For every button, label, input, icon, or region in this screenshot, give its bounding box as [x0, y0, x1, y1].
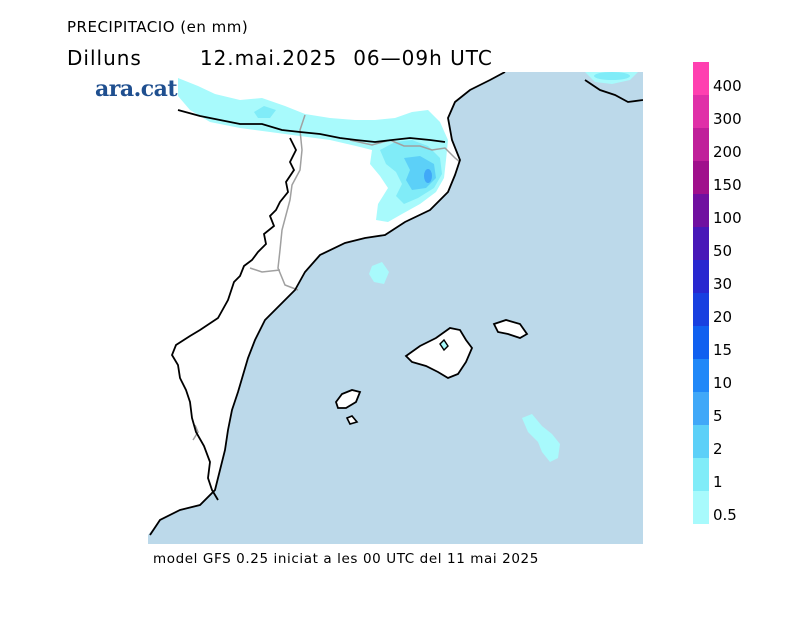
legend-label: 300 — [713, 110, 742, 128]
precip-patch-pyrenees — [254, 106, 276, 118]
precip-patch-south — [522, 414, 560, 462]
national-border — [170, 137, 298, 501]
legend-swatch — [693, 95, 709, 128]
regional-border — [349, 139, 461, 163]
coastline — [149, 72, 506, 536]
legend-swatch — [693, 425, 709, 458]
precip-zone-5mm — [424, 169, 432, 183]
legend-label: 30 — [713, 275, 733, 293]
legend-label: 1 — [713, 473, 723, 491]
color-legend — [693, 62, 709, 524]
legend-swatch — [693, 293, 709, 326]
legend-label: 200 — [713, 143, 742, 161]
legend-swatch — [693, 128, 709, 161]
forecast-period: Dilluns 12.mai.2025 06—09h UTC — [67, 46, 493, 70]
legend-label: 20 — [713, 308, 733, 326]
forecast-hours: 06—09h UTC — [353, 46, 493, 70]
legend-swatch — [693, 326, 709, 359]
island-mallorca — [404, 327, 474, 380]
national-border — [177, 109, 446, 143]
legend-swatch — [693, 359, 709, 392]
legend-label: 150 — [713, 176, 742, 194]
legend-label: 10 — [713, 374, 733, 392]
legend-swatch — [693, 227, 709, 260]
legend-swatch — [693, 491, 709, 524]
legend-swatch — [693, 62, 709, 95]
island-cabrera — [439, 338, 449, 352]
ara-cat-logo: ara.cat — [95, 76, 178, 102]
regional-border — [192, 424, 199, 441]
island-formentera — [345, 415, 359, 425]
legend-swatch — [693, 458, 709, 491]
legend-swatch — [693, 392, 709, 425]
legend-label: 50 — [713, 242, 733, 260]
legend-label: 2 — [713, 440, 723, 458]
legend-label: 5 — [713, 407, 723, 425]
island-menorca — [492, 319, 529, 339]
map-title: PRECIPITACIO (en mm) — [67, 18, 249, 36]
precip-zone-light — [178, 78, 448, 222]
coastline — [584, 79, 643, 103]
legend-label: 100 — [713, 209, 742, 227]
legend-label: 0.5 — [713, 506, 737, 524]
legend-swatch — [693, 194, 709, 227]
legend-label: 15 — [713, 341, 733, 359]
legend-swatch — [693, 161, 709, 194]
forecast-day: Dilluns — [67, 46, 142, 70]
forecast-date: 12.mai.2025 — [199, 46, 338, 70]
precip-patch-northeast — [594, 72, 630, 80]
precip-patch-sea — [369, 262, 389, 284]
legend-label: 400 — [713, 77, 742, 95]
regional-border — [249, 267, 281, 273]
legend-swatch — [693, 260, 709, 293]
island-ibiza — [334, 389, 362, 409]
model-info: model GFS 0.25 iniciat a les 00 UTC del … — [153, 551, 539, 567]
